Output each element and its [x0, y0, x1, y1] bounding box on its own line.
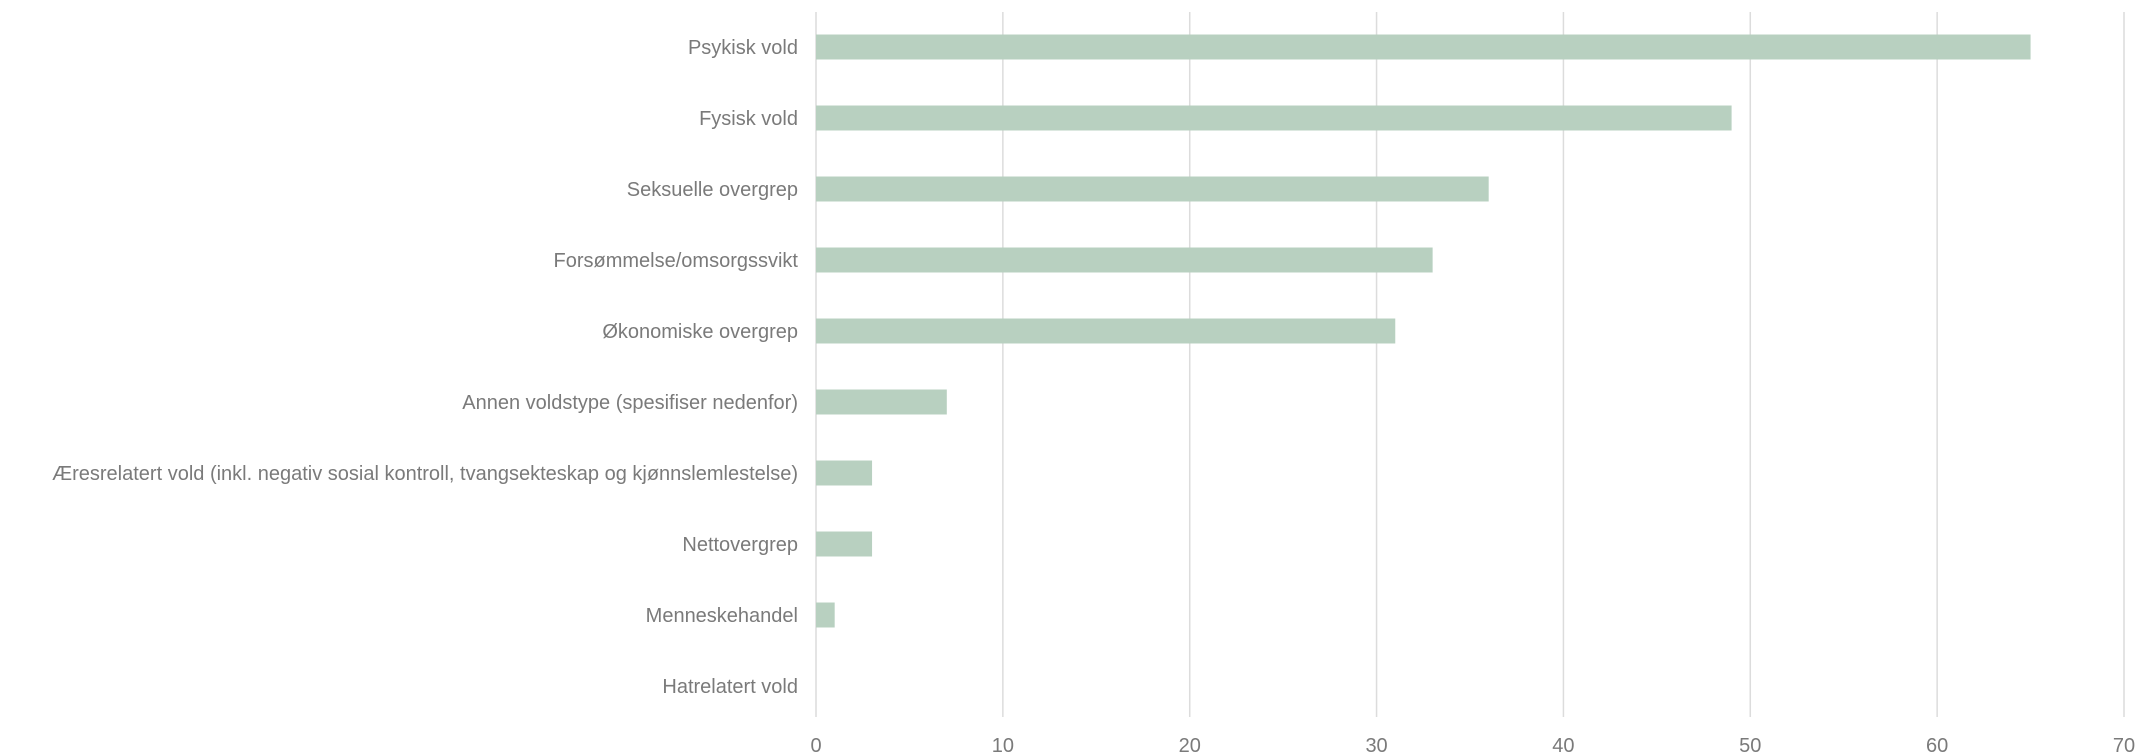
category-label: Fysisk vold [699, 108, 798, 130]
bar [816, 176, 1489, 202]
bar [816, 531, 873, 557]
bar [816, 105, 1732, 131]
x-tick-label: 40 [1552, 735, 1574, 754]
x-tick-label: 50 [1739, 735, 1761, 754]
category-label: Forsømmelse/omsorgssvikt [554, 250, 799, 272]
category-label: Psykisk vold [688, 37, 798, 59]
bars [816, 34, 2031, 628]
x-tick-label: 60 [1926, 735, 1948, 754]
category-label: Menneskehandel [646, 605, 798, 627]
category-label: Seksuelle overgrep [627, 179, 798, 201]
x-tick-label: 10 [992, 735, 1014, 754]
bar [816, 389, 947, 415]
x-tick-label: 30 [1365, 735, 1387, 754]
category-label: Æresrelatert vold (inkl. negativ sosial … [52, 463, 798, 485]
category-labels: Psykisk vold Fysisk vold Seksuelle overgre… [52, 37, 798, 698]
x-tick-label: 20 [1179, 735, 1201, 754]
category-label: Økonomiske overgrep [602, 321, 798, 343]
bar [816, 460, 873, 486]
x-axis-ticks: 0 10 20 30 40 50 60 70 [810, 735, 2135, 754]
x-tick-label: 70 [2113, 735, 2135, 754]
bar [816, 318, 1396, 344]
bar [816, 34, 2031, 60]
bar [816, 247, 1433, 273]
x-tick-label: 0 [810, 735, 821, 754]
bar [816, 602, 835, 628]
category-label: Annen voldstype (spesifiser nedenfor) [462, 392, 798, 414]
category-label: Hatrelatert vold [662, 676, 798, 698]
category-label: Nettovergrep [682, 534, 798, 556]
